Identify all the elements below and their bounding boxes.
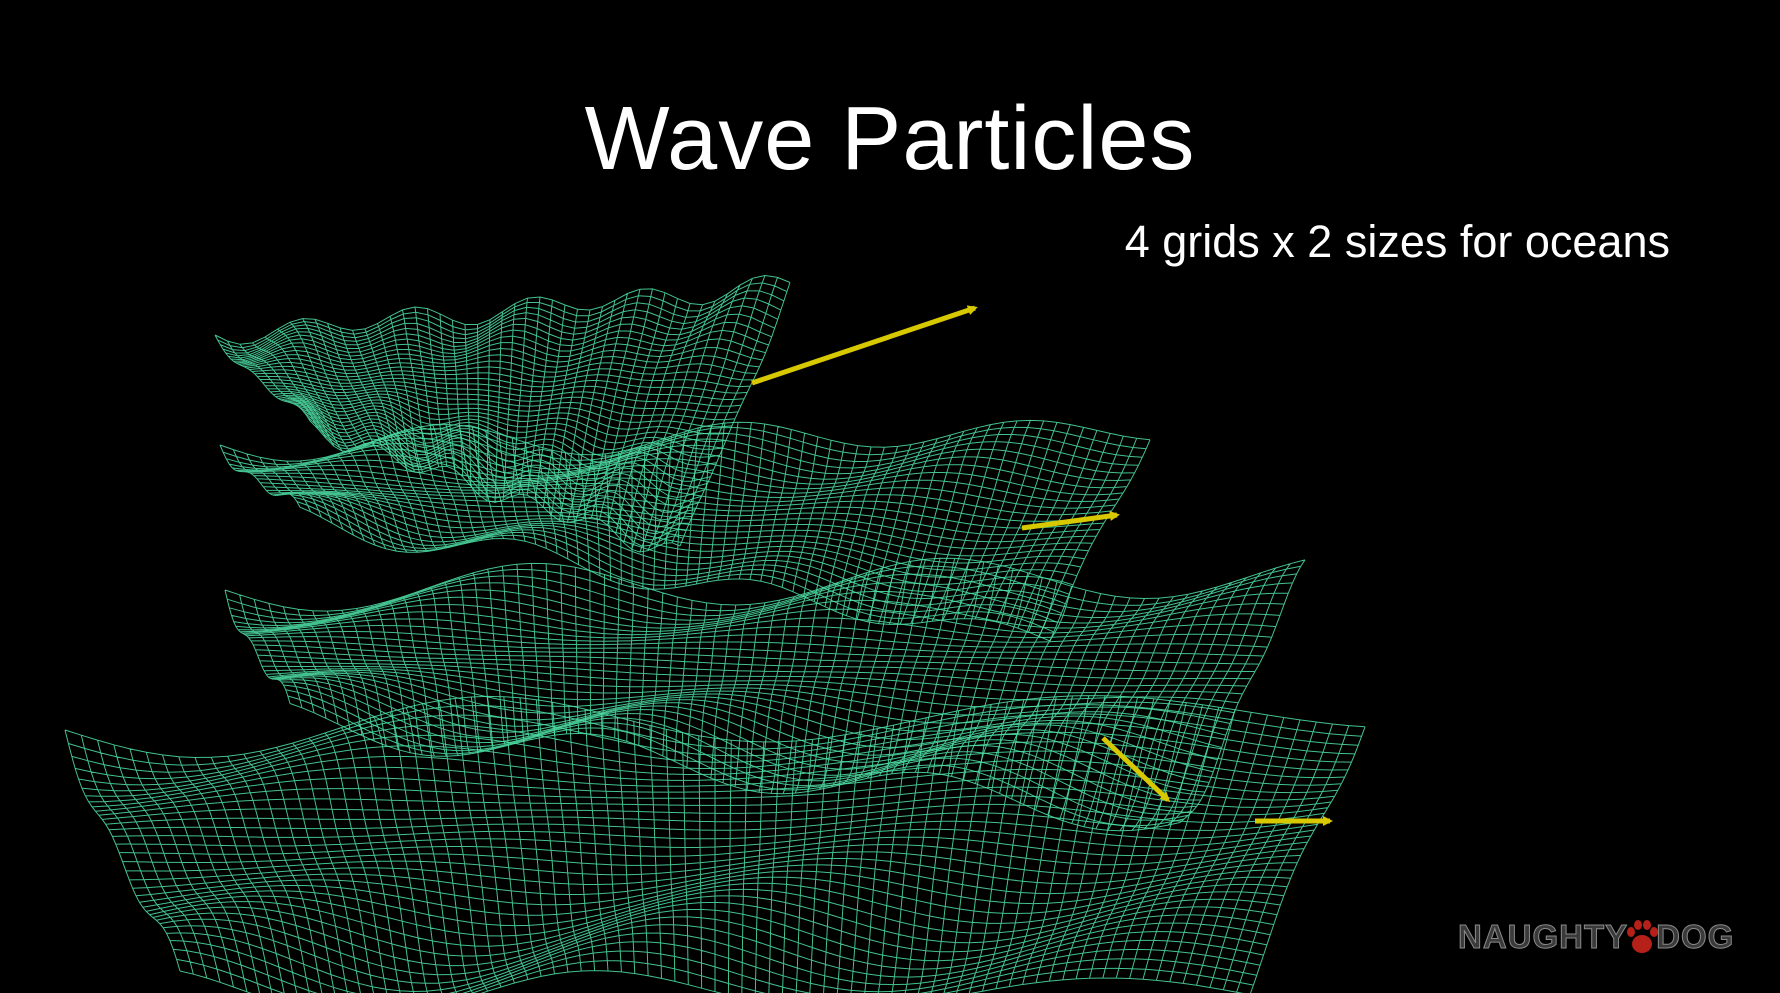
logo-text-left: NAUGHTY bbox=[1457, 918, 1629, 956]
arrow-2 bbox=[1021, 510, 1120, 531]
arrow-3 bbox=[1101, 736, 1171, 803]
grid-3-mesh bbox=[224, 557, 1306, 832]
slide-title: Wave Particles bbox=[584, 89, 1196, 189]
slide-subtitle: 4 grids x 2 sizes for oceans bbox=[1124, 216, 1670, 267]
grid-1-mesh bbox=[214, 274, 791, 553]
paw-icon bbox=[1627, 920, 1659, 953]
grid-1 bbox=[214, 274, 791, 553]
logo-text-right: DOG bbox=[1656, 918, 1735, 956]
naughty-dog-logo: NAUGHTY DOG bbox=[1457, 918, 1735, 956]
grid-4 bbox=[64, 695, 1366, 993]
grid-4-mesh bbox=[64, 695, 1366, 993]
grid-2 bbox=[219, 419, 1151, 642]
arrow-1 bbox=[751, 305, 978, 386]
grid-2-mesh bbox=[219, 419, 1151, 642]
grid-3 bbox=[224, 557, 1306, 832]
